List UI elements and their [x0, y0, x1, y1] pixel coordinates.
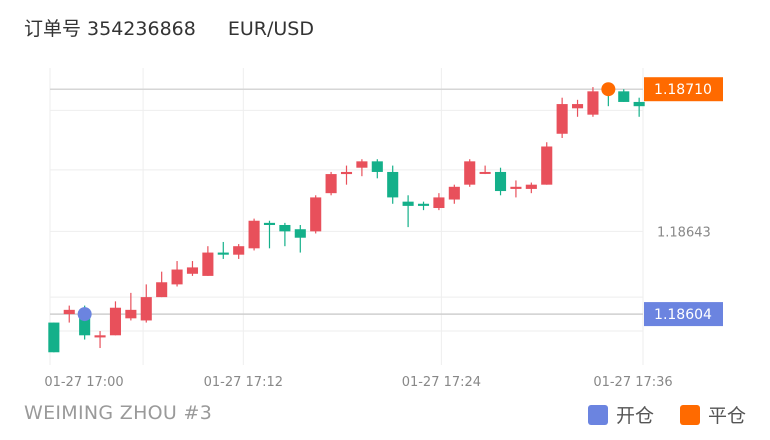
candle-body: [387, 171, 399, 198]
candle-body: [125, 309, 137, 319]
x-tick-label: 01-27 17:36: [593, 375, 672, 390]
legend-open-label: 开仓: [615, 405, 654, 427]
candle-body: [417, 203, 430, 206]
x-tick-label: 01-27 17:00: [44, 375, 123, 390]
legend-open: 开仓: [587, 401, 654, 428]
candle-body: [356, 161, 368, 168]
candle-body: [171, 269, 183, 285]
candle-body: [325, 174, 337, 194]
candle-body: [202, 252, 214, 276]
close-price-tag: 1.18710: [654, 82, 712, 98]
close-price-tag-bg: [644, 77, 723, 102]
order-number: 订单号 354236868: [24, 18, 196, 40]
candle-body: [48, 322, 60, 353]
legend-close-swatch: [679, 404, 700, 425]
open-price-tag: 1.18604: [654, 307, 712, 323]
symbol-label: EUR/USD: [227, 18, 315, 40]
chart-header: 订单号 354236868 EUR/USD: [24, 14, 314, 41]
candle-body: [494, 171, 507, 192]
y-tick-label: 1.18643: [657, 225, 711, 240]
candle-body: [587, 91, 599, 115]
candle-body: [633, 101, 645, 107]
candle-body: [556, 104, 568, 134]
candle-body: [248, 220, 260, 249]
account-label: WEIMING ZHOU #3: [24, 402, 213, 424]
candle-body: [371, 161, 383, 172]
candle-body: [510, 186, 522, 189]
candle-body: [279, 224, 291, 232]
candlestick-chart: 01-27 17:00 01-27 17:12 01-27 17:24 01-27 1…: [44, 68, 723, 390]
candle-body: [433, 197, 445, 209]
close-marker: [601, 82, 616, 97]
candle-body: [94, 335, 106, 338]
candle-body: [402, 201, 414, 206]
candle-body: [310, 197, 322, 232]
x-tick-label: 01-27 17:12: [204, 375, 283, 390]
candle-body: [186, 267, 199, 274]
legend-open-swatch: [587, 404, 608, 425]
candle-body: [541, 146, 553, 185]
legend-close-label: 平仓: [707, 405, 746, 427]
candle-body: [233, 246, 245, 255]
legend-close: 平仓: [679, 401, 746, 428]
candle-body: [294, 229, 306, 238]
candle-body: [217, 252, 229, 255]
chart-legend: 开仓 平仓: [562, 401, 746, 428]
open-marker: [77, 307, 92, 322]
candle-body: [618, 91, 630, 102]
candle-body: [140, 297, 152, 321]
open-price-tag-bg: [644, 302, 723, 327]
candle-body: [464, 161, 476, 185]
candle-body: [571, 104, 584, 109]
candle-body: [448, 186, 460, 200]
candle-body: [340, 171, 353, 175]
candle-body: [79, 309, 91, 336]
candle-body: [156, 282, 168, 298]
candle-body: [525, 184, 537, 189]
x-tick-label: 01-27 17:24: [402, 375, 481, 390]
candle-body: [63, 309, 75, 315]
candle-body: [479, 171, 491, 174]
candle-body: [263, 222, 276, 225]
candle-body: [109, 307, 122, 336]
